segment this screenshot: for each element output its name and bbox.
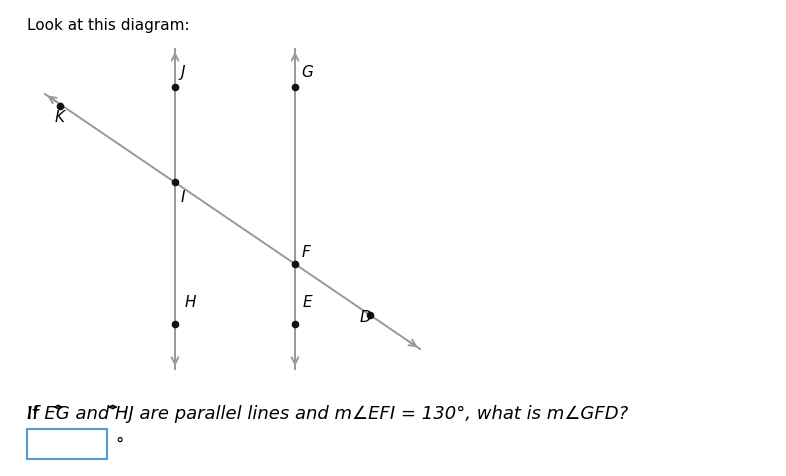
Text: If EG and HJ are parallel lines and m∠EFI = 130°, what is m∠GFD?: If EG and HJ are parallel lines and m∠EF…	[27, 404, 628, 422]
Text: I: I	[181, 189, 185, 205]
Text: J: J	[181, 65, 185, 80]
Text: G: G	[301, 65, 313, 80]
Text: F: F	[302, 245, 310, 259]
Text: °: °	[115, 435, 123, 453]
Bar	[27, 429, 107, 459]
Text: D: D	[360, 309, 372, 324]
Text: K: K	[55, 110, 65, 125]
Text: H: H	[185, 294, 196, 309]
Text: Look at this diagram:: Look at this diagram:	[27, 18, 189, 33]
Text: E: E	[303, 294, 313, 309]
Text: If: If	[27, 404, 44, 422]
